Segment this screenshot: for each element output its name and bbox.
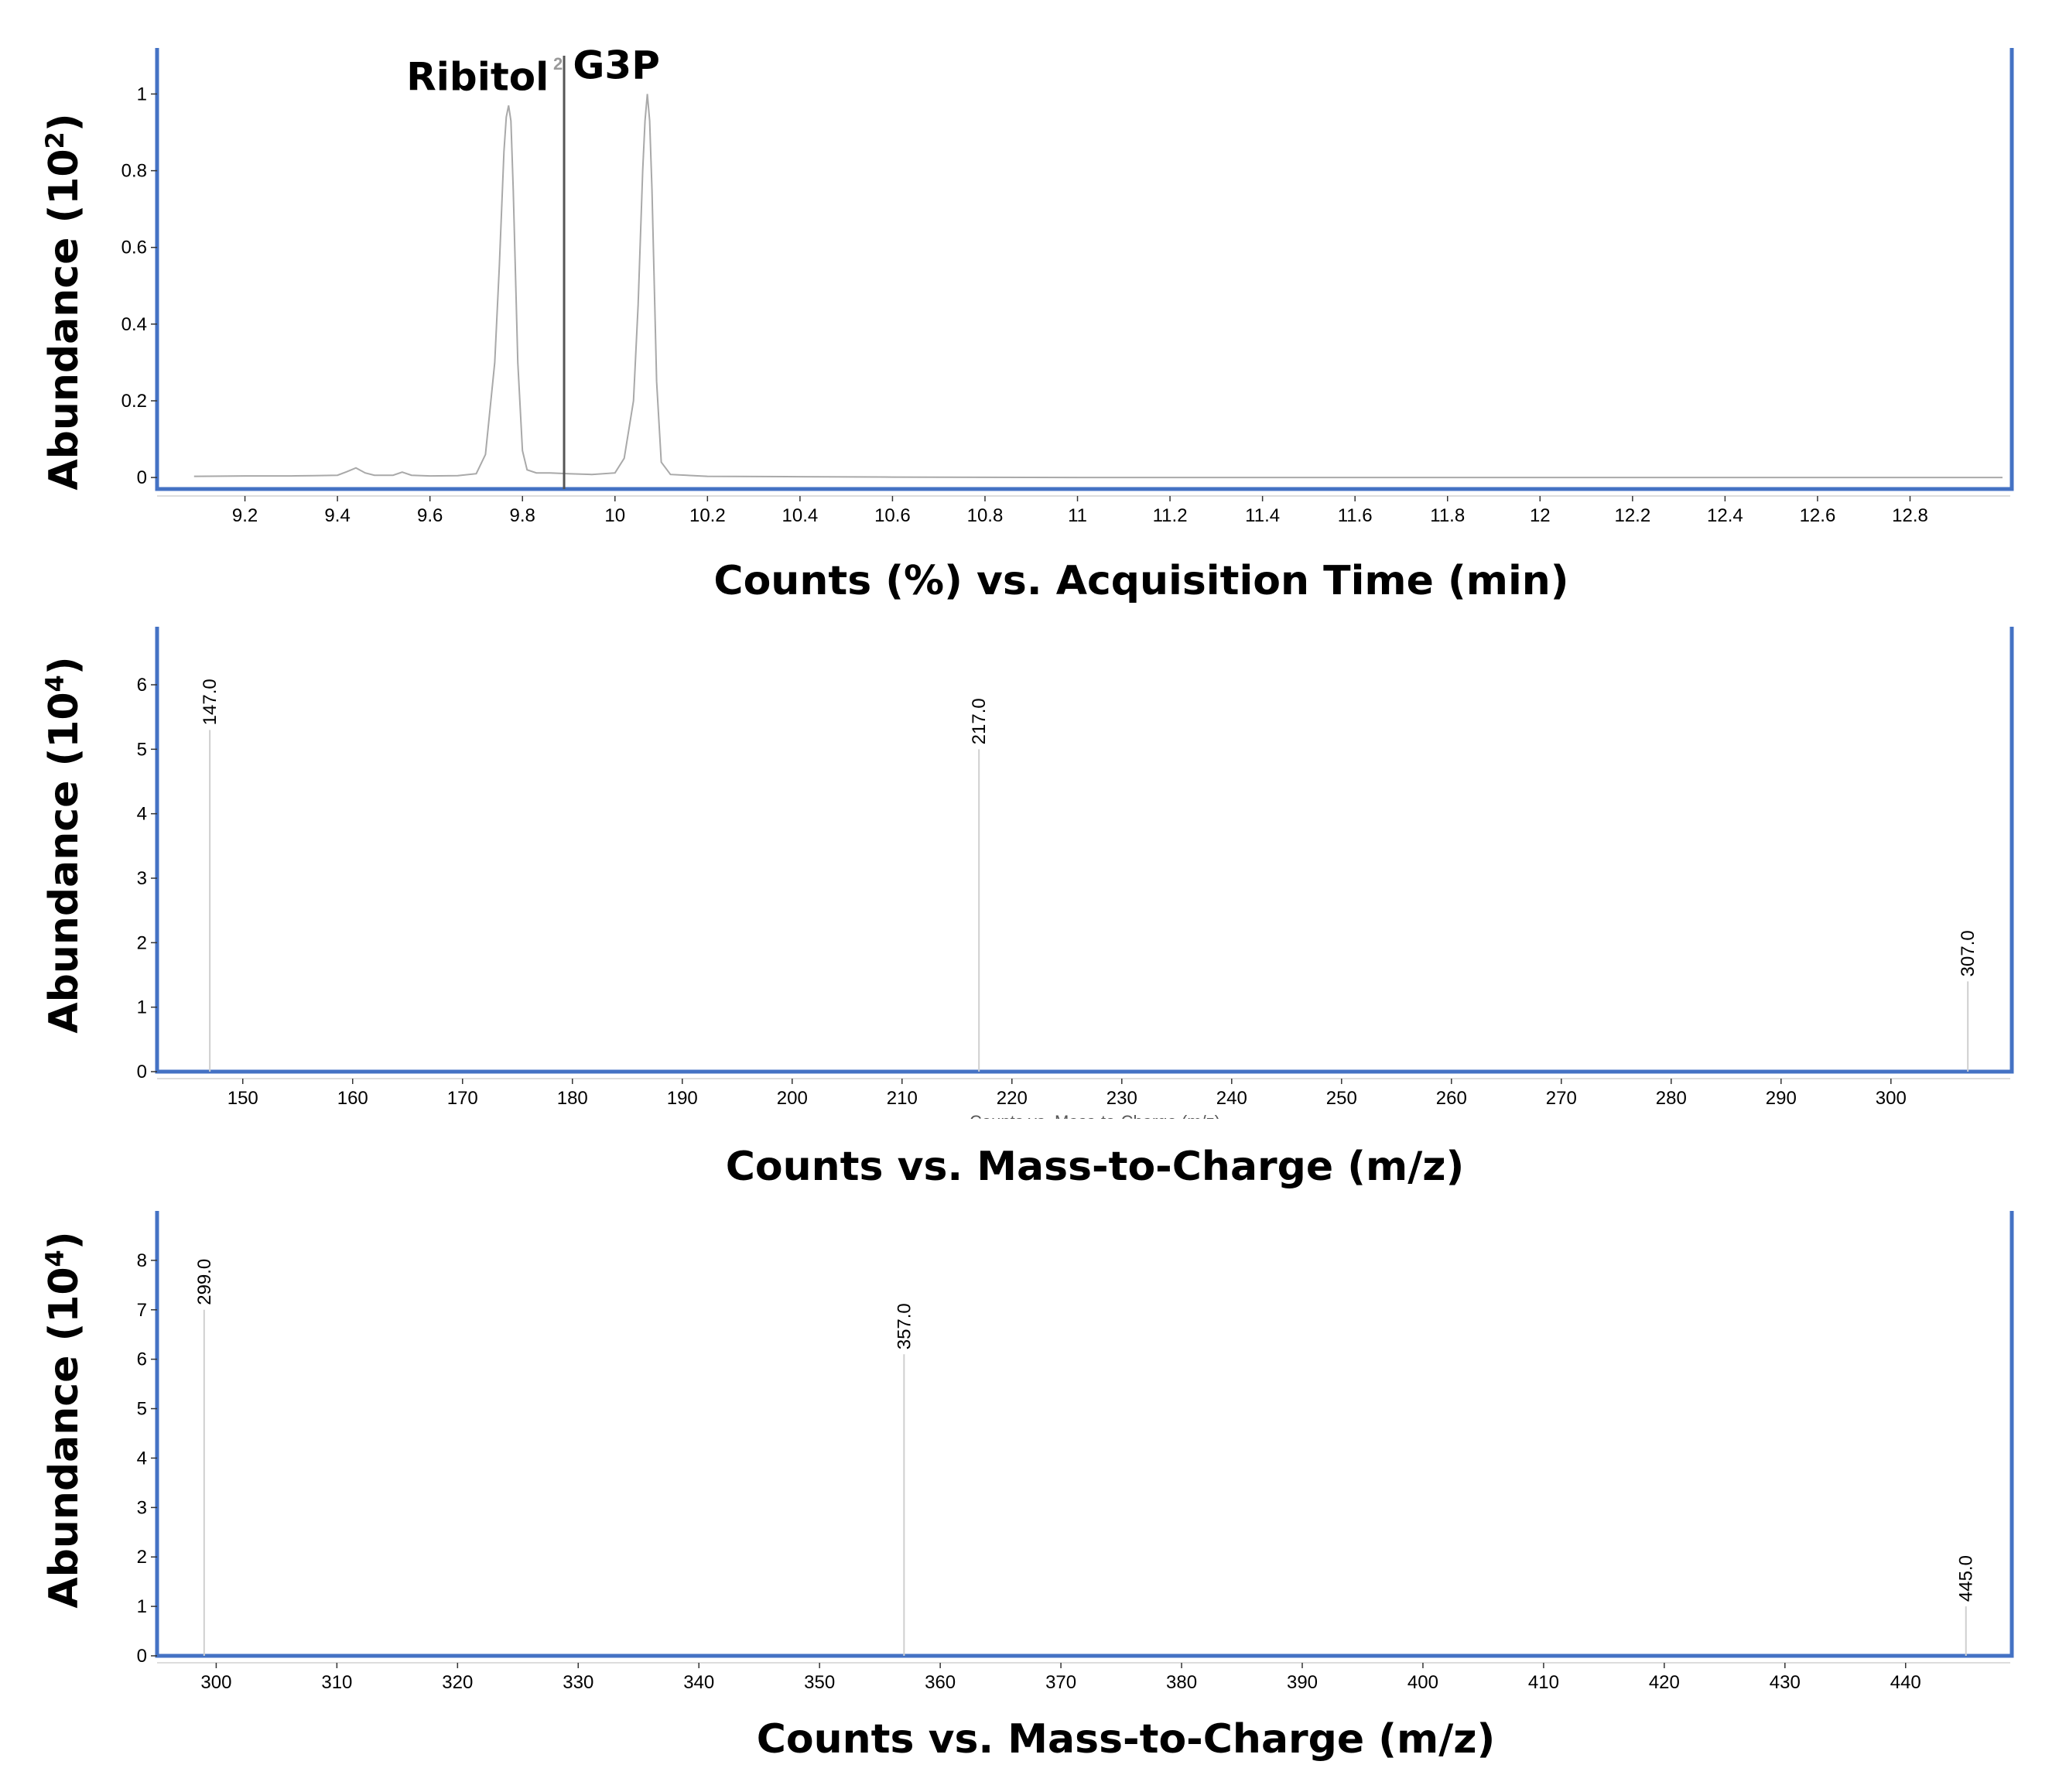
x-tick-label: 220 [997,1088,1028,1109]
x-tick-label: 9.6 [417,505,443,526]
x-tick-label: 12.2 [1614,505,1650,526]
x-tick-label: 410 [1528,1672,1559,1693]
x-tick-label: 12.6 [1800,505,1836,526]
x-tick-label: 440 [1890,1672,1921,1693]
x-tick-label: 420 [1649,1672,1680,1693]
x-tick-label: 190 [667,1088,698,1109]
x-tick-label: 12 [1530,505,1551,526]
mass-spectrum-1-panel: Abundance (104) Counts vs. Mass-to-Charg… [40,627,2014,1190]
y-tick-label: 4 [137,1448,147,1469]
y-tick-label: 5 [137,739,147,760]
x-tick-label: 11.2 [1153,505,1188,526]
x-tick-label: 9.4 [324,505,350,526]
y-tick-label: 2 [137,932,147,953]
plot-frame [155,627,2014,1074]
x-tick-label: 380 [1166,1672,1197,1693]
x-tick-label: 10.6 [874,505,911,526]
y-tick-label: 6 [137,675,147,696]
plot-frame [155,48,2014,491]
spectrum-2-y-axis-label: Abundance (104) [40,1231,87,1608]
x-tick-label: 9.8 [510,505,535,526]
plot-frame [155,1211,2014,1658]
y-tick-label: 1 [137,997,147,1018]
x-tick-label: 290 [1766,1088,1797,1109]
x-tick-label: 11.8 [1430,505,1465,526]
y-tick-label: 2 [137,1547,147,1568]
x-tick-label: 260 [1436,1088,1467,1109]
x-tick-label: 11.4 [1245,505,1280,526]
x-tick-label: 150 [227,1088,258,1109]
bar-label: 299.0 [194,1259,215,1305]
y-tick-label: 3 [137,1497,147,1518]
x-tick-label: 10.2 [689,505,726,526]
y-tick-label: 0.8 [121,161,147,182]
x-tick-label: 370 [1045,1672,1076,1693]
chromatogram-trace [193,94,2003,479]
x-tick-label: 240 [1216,1088,1247,1109]
x-tick-label: 310 [321,1672,352,1693]
x-tick-label: 320 [442,1672,473,1693]
x-tick-label: 10 [604,505,625,526]
y-tick-label: 7 [137,1300,147,1321]
x-tick-label: 300 [200,1672,231,1693]
y-tick-label: 0.2 [121,391,147,412]
x-tick-label: 11.6 [1338,505,1373,526]
y-tick-label: 0 [137,467,147,488]
x-tick-label: 390 [1287,1672,1318,1693]
retention-marker-label: 2 [553,54,563,74]
clipped-axis-caption: Counts vs. Mass-to-Charge (m/z) [970,1112,1220,1131]
y-tick-label: 8 [137,1250,147,1271]
bar-label: 217.0 [969,698,990,744]
y-tick-label: 0.6 [121,238,147,258]
x-tick-label: 170 [447,1088,478,1109]
x-tick-label: 160 [337,1088,368,1109]
x-tick-label: 9.2 [232,505,258,526]
y-tick-label: 0 [137,1062,147,1082]
y-tick-label: 0 [137,1646,147,1667]
x-tick-label: 180 [557,1088,588,1109]
x-tick-label: 280 [1656,1088,1687,1109]
bar-label: 147.0 [200,679,221,725]
x-tick-label: 10.8 [967,505,1004,526]
x-tick-label: 250 [1326,1088,1357,1109]
bar-label: 357.0 [894,1303,915,1349]
peak-label-g3p: G3P [573,43,659,87]
spectrum-1-y-axis-label: Abundance (104) [40,656,87,1033]
y-tick-label: 4 [137,804,147,825]
x-tick-label: 270 [1546,1088,1577,1109]
bar-label: 445.0 [1956,1555,1977,1602]
bar-label: 307.0 [1958,930,1979,976]
mass-spectrum-2-panel: Abundance (104) Counts vs. Mass-to-Charg… [40,1211,2014,1763]
x-tick-label: 12.8 [1892,505,1928,526]
x-tick-label: 400 [1407,1672,1438,1693]
x-tick-label: 210 [887,1088,918,1109]
spectrum-2-x-axis-label: Counts vs. Mass-to-Charge (m/z) [757,1716,1496,1763]
chromatogram-x-axis-label: Counts (%) vs. Acquisition Time (min) [713,558,1568,604]
y-tick-label: 0.4 [121,314,147,335]
spectrum-1-x-axis-label: Counts vs. Mass-to-Charge (m/z) [726,1144,1465,1190]
x-tick-label: 200 [777,1088,808,1109]
chromatogram-y-axis-label: Abundance (102) [40,113,87,490]
x-tick-label: 340 [683,1672,714,1693]
x-tick-label: 230 [1106,1088,1137,1109]
x-tick-label: 430 [1770,1672,1801,1693]
x-tick-label: 360 [925,1672,956,1693]
x-tick-label: 330 [563,1672,593,1693]
x-tick-label: 300 [1876,1088,1907,1109]
peak-label-ribitol: Ribitol [406,54,549,99]
y-tick-label: 5 [137,1399,147,1420]
y-tick-label: 1 [137,1596,147,1617]
y-tick-label: 6 [137,1349,147,1370]
y-tick-label: 1 [137,84,147,104]
x-tick-label: 350 [804,1672,835,1693]
y-tick-label: 3 [137,868,147,889]
x-tick-label: 11 [1068,505,1087,526]
x-tick-label: 12.4 [1707,505,1743,526]
x-tick-label: 10.4 [782,505,819,526]
chromatogram-panel: Abundance (102) Counts (%) vs. Acquisiti… [40,43,2014,604]
